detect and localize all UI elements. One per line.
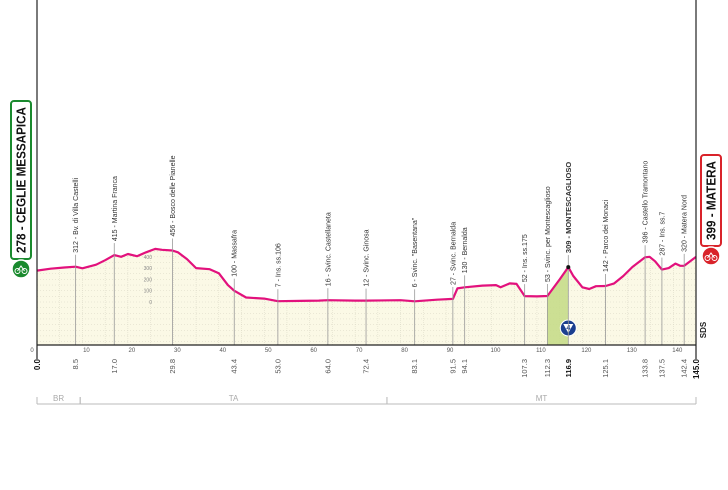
km-tick-label: 80 [401, 348, 408, 354]
waypoint-label: 456 - Bosco delle Pianelle [170, 155, 177, 236]
waypoint-label: 53 - Svinc. per Montescaglioso [545, 186, 552, 282]
waypoint-label: 16 - Svinc. Castellaneta [325, 212, 332, 286]
waypoint-km-label: 17.0 [110, 359, 119, 374]
waypoint-label: 396 - Castello Tramontano [643, 161, 650, 244]
start-finish: 278 - CEGLIE MESSAPICA 399 - MATERA [10, 100, 722, 279]
start-label: 278 - CEGLIE MESSAPICA [15, 107, 29, 253]
waypoint-km-label: 8.5 [71, 359, 80, 369]
waypoint-label: 309 - MONTESCAGLIOSO [564, 162, 573, 253]
waypoint-label: 52 - Ins. ss.175 [522, 234, 529, 282]
axes: 0 10 20 30 40 50 60 70 80 90 100 110 120 130 140 0.0 145… [30, 0, 708, 379]
waypoint-label: 320 - Matera Nord [682, 195, 689, 252]
waypoint-km-label: 107.3 [520, 359, 529, 378]
km-tick-label: 40 [219, 348, 226, 354]
km-tick-label: 120 [581, 348, 592, 354]
km-tick-label: 50 [265, 348, 272, 354]
waypoint-km-label: 29.8 [168, 359, 177, 374]
waypoint-label: 312 - Bv. di Villa Castelli [73, 177, 80, 252]
start-wheel-icon [21, 268, 28, 274]
waypoint-km-label: 94.1 [460, 359, 469, 374]
waypoint-km-label: 112.3 [543, 359, 552, 377]
profile-sky [37, 230, 696, 302]
altitude-tick-label: 100 [144, 289, 153, 295]
waypoint-label: 100 - Massafra [232, 230, 239, 277]
km-tick-label: 130 [627, 348, 638, 354]
km-tick-label: 0 [30, 348, 34, 354]
finish-wheel-icon [704, 255, 711, 261]
altitude-tick-label: 300 [144, 266, 153, 272]
province-label: MT [536, 394, 548, 403]
finish-label: 399 - MATERA [705, 161, 719, 240]
profile-area [37, 248, 696, 345]
waypoint-label: 27 - Svinc. Bernalda [450, 222, 457, 285]
waypoint-km-label: 137.5 [657, 359, 666, 378]
waypoint-km-label: 43.4 [230, 359, 239, 374]
km-tick-label: 140 [672, 348, 683, 354]
sds-label: SDS [699, 321, 708, 338]
start-frame-icon [17, 265, 25, 272]
waypoint-km-label: 53.0 [273, 359, 282, 374]
finish-km-label: 145.0 [692, 358, 701, 379]
grid: 0 100 200 300 400 [36, 230, 697, 345]
waypoint-label: 12 - Svinc. Ginosa [364, 229, 371, 286]
waypoint-label: 7 - Ins. ss.106 [275, 243, 282, 287]
altitude-tick-label: 400 [144, 255, 153, 261]
km-tick-label: 70 [356, 348, 363, 354]
altitude-tick-label: 200 [144, 277, 153, 283]
province-label: BR [53, 394, 64, 403]
waypoint-label: 287 - Ins. ss.7 [659, 211, 666, 255]
province-label: TA [229, 394, 239, 403]
altitude-tick-label: 0 [149, 300, 152, 306]
waypoint-km-label: 125.1 [601, 359, 610, 378]
start-km-label: 0.0 [33, 358, 42, 370]
waypoint-km-label: 64.0 [323, 359, 332, 374]
waypoint-km-label: 83.1 [410, 359, 419, 374]
finish-frame-icon [707, 252, 715, 259]
waypoint-km-label: 142.4 [680, 359, 689, 378]
km-tick-label: 90 [447, 348, 454, 354]
km-tick-label: 100 [490, 348, 501, 354]
waypoint-km-label: 91.5 [448, 359, 457, 374]
km-tick-label: 30 [174, 348, 181, 354]
profile [36, 247, 697, 303]
waypoint-label: 130 - Bernalda [462, 227, 469, 273]
km-tick-label: 20 [129, 348, 136, 354]
waypoint-km-label: 72.4 [362, 359, 371, 374]
km-tick-label: 10 [83, 348, 90, 354]
waypoint-label: 6 - Svinc. "Basentana" [412, 217, 419, 287]
finish-wheel-icon [711, 255, 718, 261]
waypoint-km-label: 133.8 [641, 359, 650, 378]
provinces: BR TA MT [36, 394, 697, 405]
waypoint-label: 142 - Parco dei Monaci [603, 200, 610, 272]
finish-box [700, 154, 722, 247]
km-tick-label: 60 [310, 348, 317, 354]
waypoints: 312 - Bv. di Villa Castelli 8.5 415 - Mart… [71, 155, 689, 377]
waypoint-km-label: 116.9 [564, 359, 573, 377]
waypoint-label: 415 - Martina Franca [112, 176, 119, 241]
km-tick-label: 110 [536, 348, 546, 354]
start-wheel-icon [14, 268, 21, 274]
profile-line [36, 247, 697, 303]
start-box [10, 100, 32, 260]
finish-cyclist-icon [701, 246, 721, 266]
summit-dot [566, 265, 571, 270]
start-cyclist-icon [11, 259, 31, 279]
